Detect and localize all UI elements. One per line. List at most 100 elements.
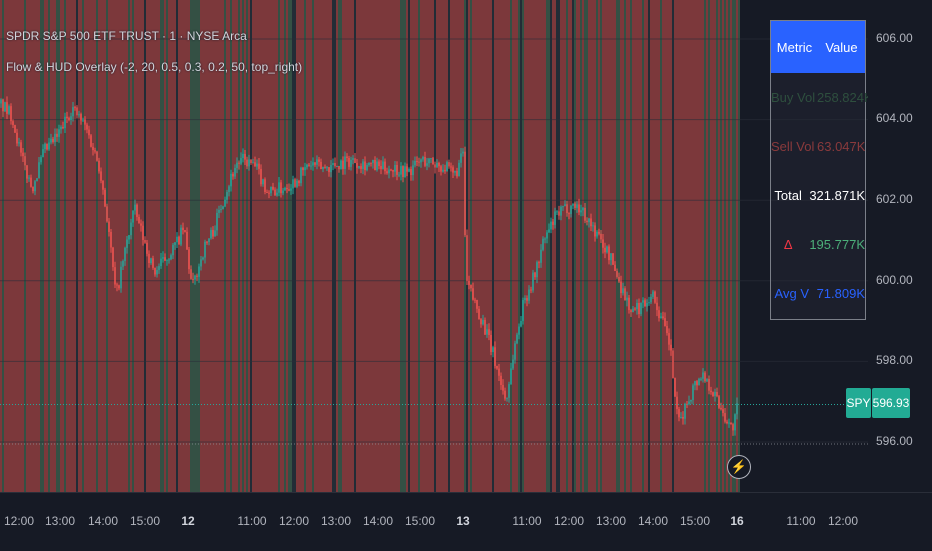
candle-body — [352, 158, 354, 160]
flow-bar — [650, 0, 652, 492]
candle-body — [476, 299, 478, 309]
indicator-title[interactable]: Flow & HUD Overlay (-2, 20, 0.5, 0.3, 0.… — [6, 60, 303, 74]
candle-body — [678, 409, 680, 418]
candle-body — [178, 236, 180, 245]
time-tick: 15:00 — [404, 514, 436, 528]
flow-bar — [422, 0, 424, 492]
candle-body — [292, 179, 294, 189]
time-axis[interactable]: 12:00 13:00 14:00 15:00 12 11:00 12:00 1… — [0, 492, 932, 551]
flow-bar — [138, 0, 140, 492]
candle-body — [44, 143, 46, 150]
candle-body — [326, 167, 328, 169]
candle-body — [376, 161, 378, 171]
candle-body — [638, 302, 640, 315]
time-tick: 14:00 — [362, 514, 394, 528]
flow-bar — [44, 0, 46, 492]
candle-body — [304, 167, 306, 171]
flow-bar — [102, 0, 104, 492]
candle-body — [344, 156, 346, 169]
candle-body — [314, 162, 316, 165]
candle-body — [140, 223, 142, 226]
last-price-badge[interactable]: 596.93 — [872, 388, 910, 418]
flow-bar — [700, 0, 702, 492]
flow-bar — [302, 0, 304, 492]
candle-body — [602, 239, 604, 248]
flow-bar — [530, 0, 532, 492]
candle-body — [50, 138, 52, 143]
candle-body — [644, 300, 646, 307]
flow-bar — [200, 0, 202, 492]
flow-bar — [310, 0, 312, 492]
hud-header-metric: Metric — [776, 39, 813, 55]
candle-body — [552, 221, 554, 225]
flow-bar — [478, 0, 480, 492]
chart-area[interactable]: SPDR S&P 500 ETF TRUST · 1 · NYSE Arca F… — [0, 0, 868, 492]
flow-bar — [590, 0, 592, 492]
hud-metric: Δ — [783, 237, 793, 252]
flow-bar — [574, 0, 576, 492]
hud-row-delta: Δ 195.777K — [771, 220, 865, 269]
flow-bar — [52, 0, 54, 492]
candle-body — [556, 211, 558, 213]
candle-body — [84, 119, 86, 125]
candle-body — [112, 247, 114, 268]
flow-bar — [622, 0, 624, 492]
candle-body — [342, 160, 344, 169]
flow-bar — [132, 0, 134, 492]
flow-bar — [274, 0, 276, 492]
flow-bar — [88, 0, 90, 492]
candle-body — [350, 159, 352, 167]
candle-body — [60, 126, 62, 130]
price-scale[interactable]: 606.00 604.00 602.00 600.00 598.00 596.0… — [868, 0, 932, 492]
flow-bar — [72, 0, 74, 492]
flow-bar — [538, 0, 540, 492]
flow-bar — [58, 0, 60, 492]
flow-bar — [678, 0, 680, 492]
flow-bar — [376, 0, 378, 492]
lightning-icon[interactable]: ⚡ — [727, 455, 751, 479]
candle-body — [64, 116, 66, 129]
flow-bar — [258, 0, 260, 492]
flow-bar — [382, 0, 384, 492]
candle-body — [34, 181, 36, 192]
candle-body — [2, 99, 4, 112]
flow-bar — [8, 0, 10, 492]
flow-bar — [626, 0, 628, 492]
candle-body — [550, 221, 552, 230]
candle-body — [530, 289, 532, 291]
flow-bar — [682, 0, 684, 492]
flow-bar — [114, 0, 116, 492]
flow-bar — [618, 0, 620, 492]
candle-body — [712, 392, 714, 396]
flow-bar — [80, 0, 82, 492]
candle-body — [668, 333, 670, 345]
flow-bar — [434, 0, 436, 492]
flow-bar — [654, 0, 656, 492]
flow-bar — [514, 0, 516, 492]
candle-body — [458, 162, 460, 177]
flow-bar — [676, 0, 678, 492]
flow-bar — [82, 0, 84, 492]
flow-bar — [410, 0, 412, 492]
flow-bar — [40, 0, 42, 492]
hud-row-avg-vol: Avg V 71.809K — [771, 269, 865, 318]
symbol-title[interactable]: SPDR S&P 500 ETF TRUST · 1 · NYSE Arca — [6, 29, 247, 43]
symbol-badge[interactable]: SPY — [846, 388, 871, 418]
candle-body — [298, 180, 300, 184]
flow-bar — [386, 0, 388, 492]
flow-bar — [724, 0, 726, 492]
price-chart[interactable] — [0, 0, 868, 492]
candle-body — [610, 253, 612, 261]
time-tick: 13:00 — [44, 514, 76, 528]
candle-body — [544, 238, 546, 240]
flow-bar — [206, 0, 208, 492]
candle-body — [468, 280, 470, 285]
flow-bar — [416, 0, 418, 492]
candle-body — [514, 343, 516, 360]
flow-bar — [156, 0, 158, 492]
candle-body — [224, 199, 226, 207]
flow-bar — [662, 0, 664, 492]
candle-body — [596, 231, 598, 237]
flow-bar — [632, 0, 634, 492]
candle-body — [632, 308, 634, 313]
